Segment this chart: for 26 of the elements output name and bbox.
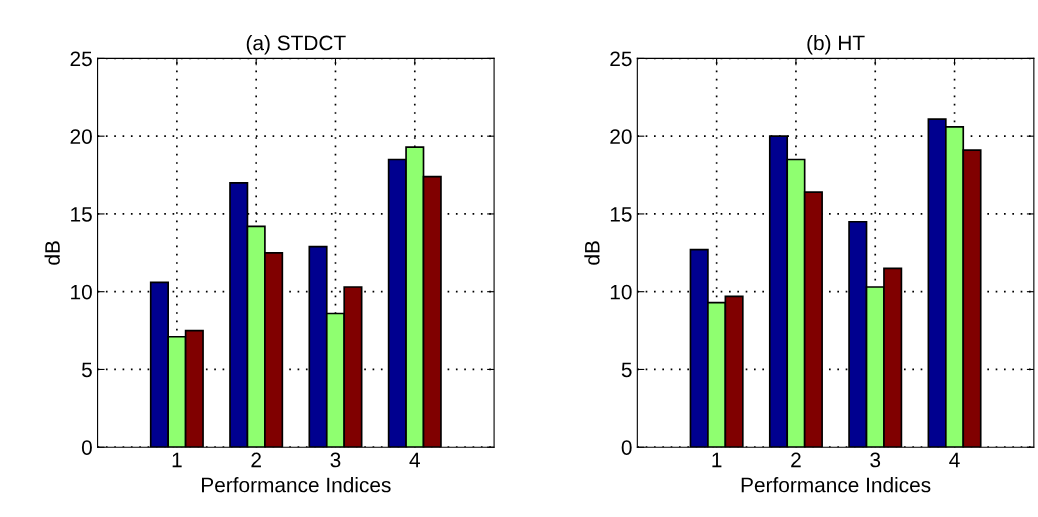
y-tick-label: 10 <box>71 284 92 300</box>
chart-title: (a) STDCT <box>246 34 346 55</box>
y-tick-label: 0 <box>81 440 92 455</box>
y-tick-label: 25 <box>70 51 92 67</box>
x-axis-title: Performance Indices <box>741 477 931 493</box>
y-tick-label: 20 <box>610 129 632 144</box>
x-tick-label: 2 <box>251 452 261 468</box>
y-tick-label: 5 <box>81 362 92 378</box>
x-tick-label: 4 <box>949 452 960 468</box>
y-tick-label: 0 <box>621 440 632 455</box>
y-tick-label: 5 <box>621 362 632 378</box>
y-tick-label: 15 <box>71 207 92 222</box>
y-tick-label: 25 <box>610 51 632 67</box>
x-tick-label: 4 <box>409 452 420 468</box>
x-axis-title: Performance Indices <box>202 477 391 493</box>
y-axis-title: dB <box>584 241 600 265</box>
chart-title: (b) HT <box>807 34 865 55</box>
x-tick-label: 1 <box>712 452 722 468</box>
y-axis-title: dB <box>44 241 60 265</box>
x-tick-label: 3 <box>870 452 881 468</box>
x-tick-label: 3 <box>330 452 341 468</box>
x-tick-label: 2 <box>791 452 801 468</box>
y-tick-label: 20 <box>70 129 92 144</box>
y-tick-label: 10 <box>610 284 632 300</box>
x-tick-label: 1 <box>172 452 182 468</box>
y-tick-label: 15 <box>610 207 632 222</box>
